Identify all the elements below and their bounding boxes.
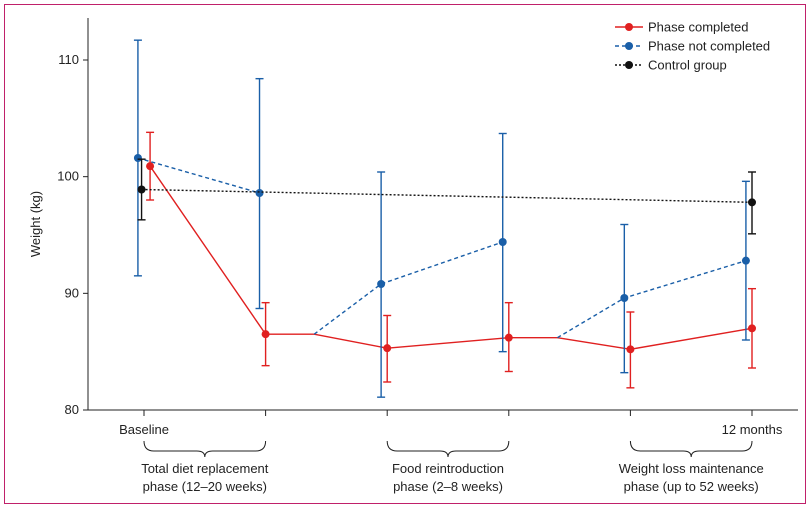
phase-brackets: Total diet replacement phase (12–20 weeks… (141, 440, 764, 494)
data-point (261, 330, 270, 339)
phase-label-line1: Food reintroduction (392, 461, 504, 476)
x-tick-label-12-months: 12 months (722, 422, 783, 437)
legend-swatch-marker (625, 61, 633, 69)
legend-label: Control group (648, 58, 727, 73)
data-point (620, 294, 629, 302)
phase-label-line1: Weight loss maintenance (619, 461, 764, 476)
y-tick-label: 90 (65, 285, 79, 300)
x-tick-label-baseline: Baseline (119, 422, 169, 437)
legend-item: Phase not completed (615, 39, 770, 54)
legend-item: Phase completed (615, 20, 748, 35)
data-point (504, 333, 513, 342)
phase-label-line2: phase (12–20 weeks) (143, 479, 267, 494)
phase-label-line2: phase (up to 52 weeks) (624, 479, 759, 494)
y-tick-label: 100 (57, 169, 79, 184)
series-phase-not-completed (133, 39, 750, 398)
data-point (377, 280, 386, 288)
legend-label: Phase not completed (648, 39, 770, 54)
data-point (255, 189, 264, 197)
legend-swatch-marker (625, 42, 633, 50)
legend-item: Control group (615, 58, 727, 73)
data-point (741, 256, 750, 265)
series-layer (133, 39, 756, 398)
bracket-shape (386, 440, 510, 458)
phase-bracket-3: Weight loss maintenance phase (up to 52 w… (619, 440, 764, 494)
data-point (146, 162, 155, 171)
series-phase-completed (146, 131, 756, 389)
series-line (149, 165, 753, 351)
bracket-shape (629, 440, 753, 458)
y-tick-label: 110 (58, 52, 79, 67)
data-point (626, 345, 635, 354)
legend-label: Phase completed (648, 20, 748, 35)
data-point (137, 185, 146, 194)
data-point (133, 154, 142, 162)
y-tick-label: 80 (65, 402, 79, 417)
chart-legend: Phase completed Phase not completed Contro… (615, 20, 770, 73)
figure-frame (4, 4, 806, 504)
phase-bracket-2: Food reintroduction phase (2–8 weeks) (386, 440, 510, 494)
legend-swatch-marker (625, 23, 633, 31)
data-point (383, 344, 392, 353)
bracket-shape (143, 440, 267, 458)
series-control-group (137, 158, 756, 235)
y-axis-title: Weight (kg) (28, 191, 43, 257)
data-point (498, 238, 507, 246)
phase-label-line2: phase (2–8 weeks) (393, 479, 503, 494)
data-point (748, 324, 756, 333)
series-line (141, 188, 753, 203)
phase-label-line1: Total diet replacement (141, 461, 269, 476)
chart-axes: 80 90 100 110 Baseline 12 months Weight (kg) (28, 18, 798, 437)
phase-bracket-1: Total diet replacement phase (12–20 weeks… (141, 440, 269, 494)
data-point (748, 198, 756, 207)
series-line (137, 157, 747, 339)
